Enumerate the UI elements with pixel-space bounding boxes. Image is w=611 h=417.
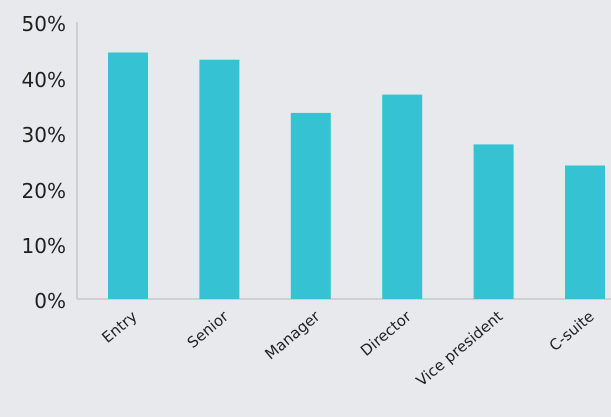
x-tick-label: Vice president xyxy=(413,307,507,390)
x-tick-label: Entry xyxy=(98,307,140,347)
bar xyxy=(473,144,514,299)
bar xyxy=(565,165,605,299)
x-tick-label: Director xyxy=(357,307,415,360)
bar xyxy=(382,94,423,299)
x-tick-label: C-suite xyxy=(546,307,598,355)
bars-group xyxy=(108,52,605,300)
y-tick-label: 40% xyxy=(22,68,66,92)
x-tick-label: Senior xyxy=(184,307,233,352)
bar xyxy=(108,52,148,299)
y-tick-label: 50% xyxy=(22,12,66,36)
x-tick-label: Manager xyxy=(261,307,324,364)
y-tick-label: 10% xyxy=(22,234,66,258)
bar xyxy=(199,59,240,300)
y-axis-ticks: 0% 10% 20% 30% 40% 50% xyxy=(22,12,66,313)
y-tick-label: 20% xyxy=(22,179,66,203)
y-tick-label: 0% xyxy=(34,289,66,313)
y-tick-label: 30% xyxy=(22,123,66,147)
bar xyxy=(290,112,331,300)
